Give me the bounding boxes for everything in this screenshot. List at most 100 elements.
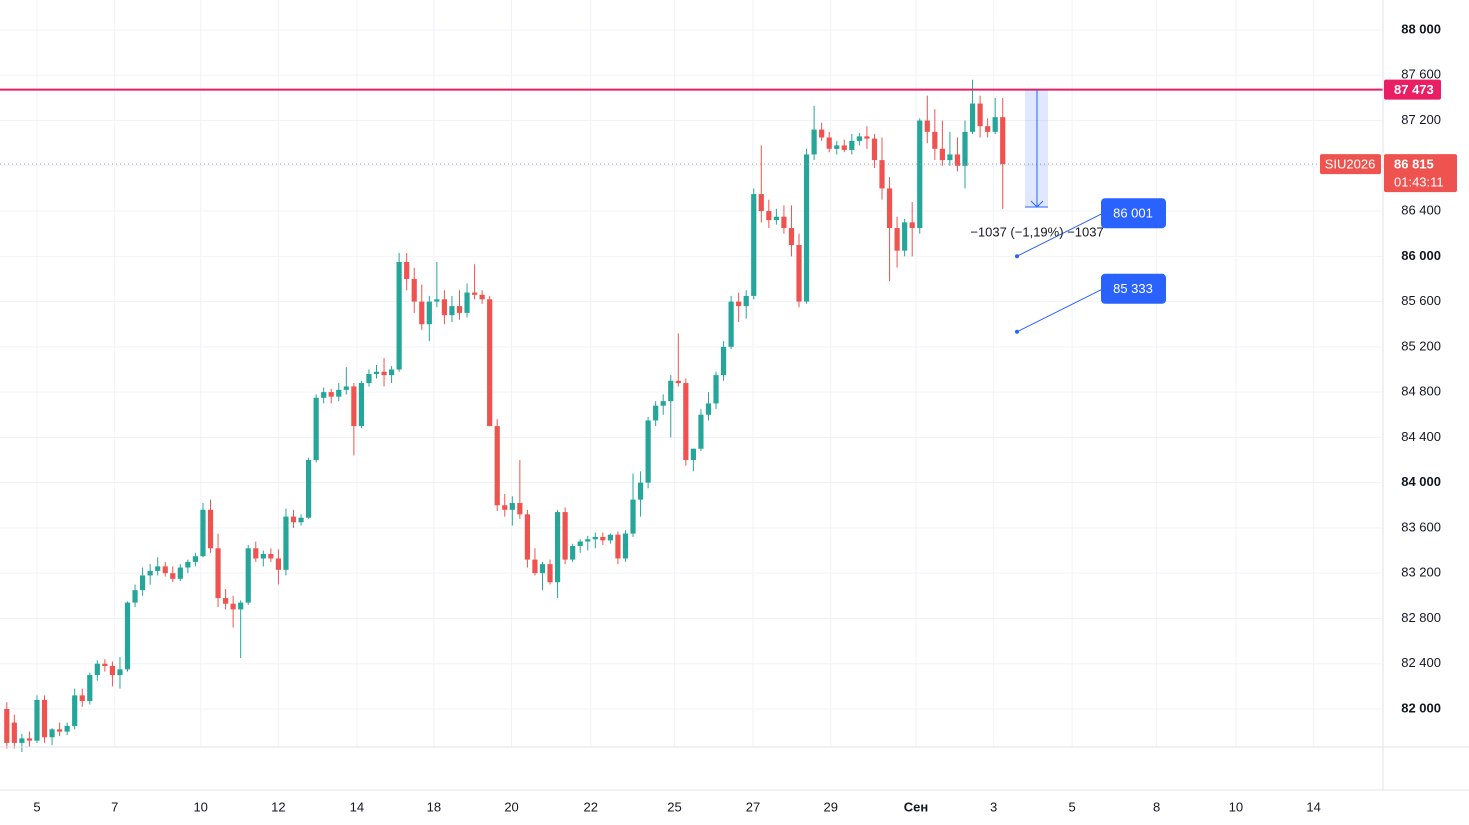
candle-body [487,299,493,427]
candle-body [11,722,17,743]
candle-body [924,120,930,132]
candle-body [1000,117,1006,165]
x-tick-label: 25 [667,799,681,814]
candle-body [200,509,206,557]
candle-body [909,222,915,229]
candle-body [464,292,470,313]
candle-body [185,561,191,568]
horizontal-line-box [1384,79,1441,100]
x-tick-label: 14 [1306,799,1320,814]
candle-body [102,663,108,666]
candle-body [570,546,576,560]
candle-body [162,566,168,574]
candle-body [404,261,410,279]
y-tick-label: 85 200 [1401,338,1441,353]
candle-body [736,301,742,307]
y-tick-label: 82 800 [1401,610,1441,625]
candle-body [547,564,553,583]
candle-body [298,517,304,523]
candle-body [41,699,48,738]
candle-body [811,129,817,155]
candle-body [992,117,998,132]
candle-body [313,397,319,461]
candle-body [532,559,538,574]
candle-body [275,558,282,570]
candle-body [147,570,153,576]
candle-body [124,602,131,670]
candle-body [592,536,598,540]
y-tick-label: 83 200 [1401,565,1441,580]
level-point [1015,329,1019,334]
y-tick-label: 87 600 [1401,67,1441,82]
candle-body [419,301,425,325]
candle-body [894,228,900,251]
candle-body [290,516,297,523]
x-tick-label: 12 [271,799,285,814]
candle-body [373,371,380,375]
y-tick-label: 84 000 [1401,474,1441,489]
y-tick-label: 88 000 [1401,21,1441,36]
candle-body [819,129,825,138]
candle-body [864,136,870,139]
candle-body [215,548,221,599]
candle-body [615,534,621,559]
x-tick-label: 3 [990,799,997,814]
candle-body [57,729,63,732]
candle-body [170,573,176,579]
candle-body [886,188,893,229]
candle-body [449,306,455,316]
candle-body [879,160,885,189]
candle-body [321,392,327,398]
level-line [1016,288,1104,333]
candle-body [79,695,85,702]
candle-body [675,380,681,384]
candle-body [539,564,546,574]
candle-body [253,548,259,559]
candle-body [509,503,515,510]
x-tick-label: 18 [427,799,441,814]
candle-body [502,505,508,510]
y-tick-label: 82 400 [1401,655,1441,670]
candle-body [698,414,704,449]
candle-body [49,729,55,738]
candle-body [434,299,440,302]
candle-body [653,405,659,421]
candle-body [947,154,953,161]
candle-body [660,401,666,406]
candle-body [758,194,764,212]
level-point [1015,254,1019,259]
candle-body [19,738,25,743]
candle-body [517,503,523,515]
candle-body [720,346,727,376]
candle-body [456,306,463,313]
candle-body [849,140,855,150]
candle-body [343,386,349,390]
candle-body [705,403,712,415]
candle-body [471,292,478,295]
candle-body [479,294,485,300]
candle-body [683,383,689,461]
candle-body [585,539,591,542]
x-tick-label: 22 [584,799,598,814]
y-tick-label: 85 600 [1401,293,1441,308]
measure-label: −1037 (−1,19%) −1037 [970,224,1103,239]
x-tick-label: 10 [193,799,207,814]
candle-body [305,460,312,518]
candle-body [34,699,40,741]
candle-body [902,222,908,251]
level-label: 86 001 [1113,206,1153,221]
candle-body [441,299,448,316]
candle-body [94,663,100,676]
candle-body [856,136,862,141]
level-label: 85 333 [1113,281,1153,296]
x-tick-label: 5 [33,799,40,814]
candle-body [834,145,840,149]
candle-body [366,374,372,384]
y-tick-label: 82 000 [1401,700,1441,715]
candle-body [668,380,674,402]
candle-body [381,371,387,376]
candle-body [524,514,530,560]
candle-body [494,426,500,506]
